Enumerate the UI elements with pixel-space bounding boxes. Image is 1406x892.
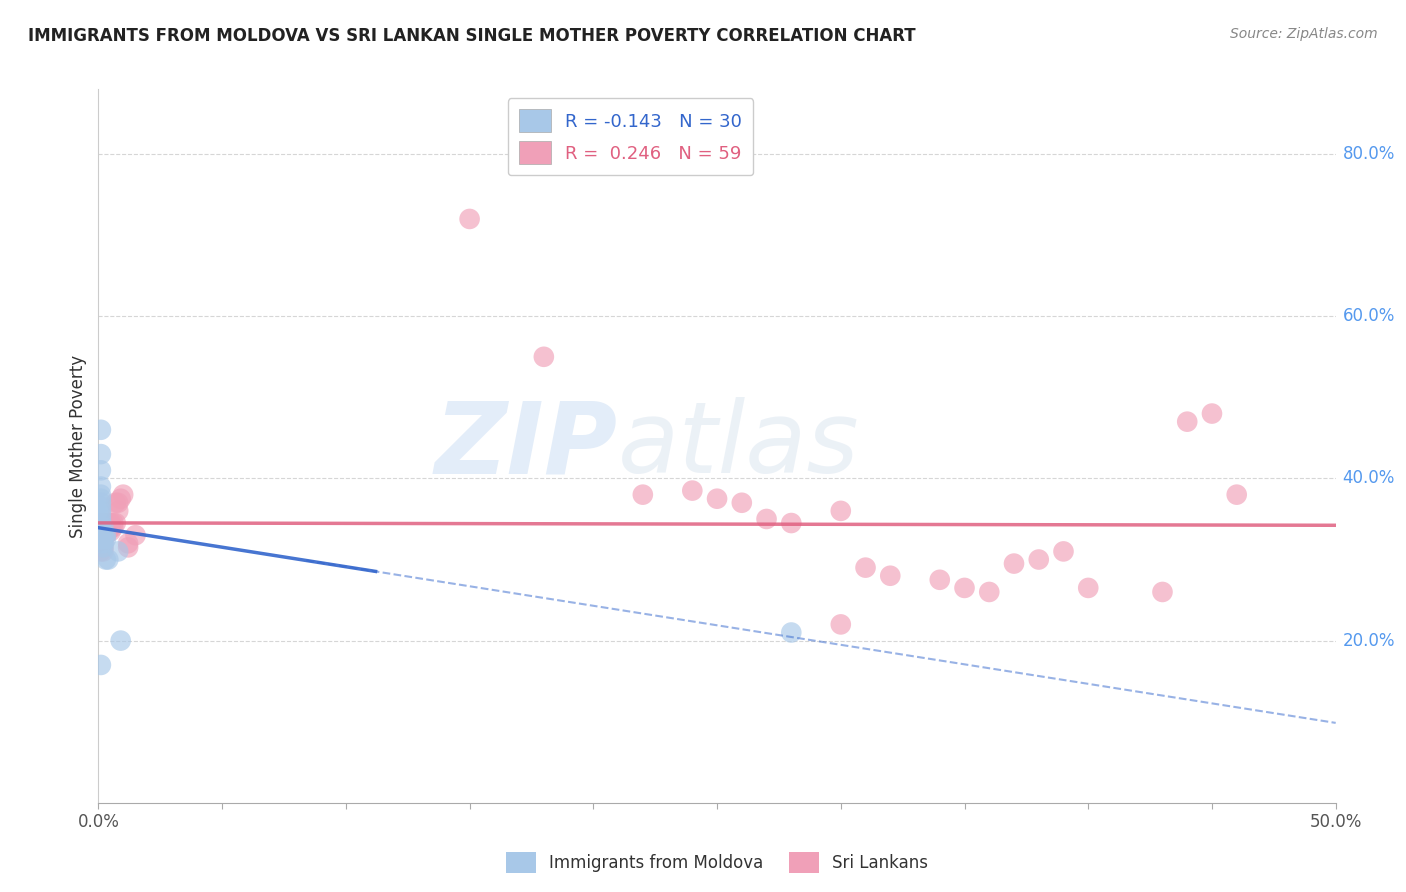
Point	[97, 516, 120, 530]
Text: IMMIGRANTS FROM MOLDOVA VS SRI LANKAN SINGLE MOTHER POVERTY CORRELATION CHART: IMMIGRANTS FROM MOLDOVA VS SRI LANKAN SI…	[28, 27, 915, 45]
Point	[1002, 557, 1025, 571]
Point	[112, 488, 135, 502]
Point	[979, 585, 1001, 599]
Point	[533, 350, 555, 364]
Point	[755, 512, 778, 526]
Point	[90, 516, 112, 530]
Point	[94, 528, 117, 542]
Point	[93, 541, 115, 555]
Point	[90, 520, 112, 534]
Point	[90, 524, 112, 538]
Point	[110, 491, 132, 506]
Point	[90, 488, 112, 502]
Point	[1028, 552, 1050, 566]
Point	[93, 536, 115, 550]
Point	[90, 520, 112, 534]
Point	[90, 528, 112, 542]
Point	[90, 533, 112, 547]
Point	[110, 633, 132, 648]
Y-axis label: Single Mother Poverty: Single Mother Poverty	[69, 354, 87, 538]
Point	[830, 617, 852, 632]
Point	[104, 496, 127, 510]
Point	[731, 496, 754, 510]
Point	[90, 533, 112, 547]
Point	[94, 533, 117, 547]
Point	[103, 520, 125, 534]
Point	[90, 657, 112, 672]
Point	[90, 423, 112, 437]
Point	[90, 541, 112, 555]
Point	[100, 520, 122, 534]
Point	[94, 520, 117, 534]
Point	[97, 552, 120, 566]
Point	[90, 496, 112, 510]
Point	[1175, 415, 1198, 429]
Point	[90, 512, 112, 526]
Point	[100, 516, 122, 530]
Point	[1152, 585, 1174, 599]
Point	[90, 544, 112, 558]
Point	[97, 524, 120, 538]
Point	[117, 541, 139, 555]
Point	[103, 516, 125, 530]
Point	[90, 479, 112, 493]
Point	[1226, 488, 1249, 502]
Point	[93, 533, 115, 547]
Point	[90, 536, 112, 550]
Point	[780, 516, 803, 530]
Point	[100, 524, 122, 538]
Point	[780, 625, 803, 640]
Point	[107, 496, 129, 510]
Point	[90, 491, 112, 506]
Point	[124, 528, 146, 542]
Point	[830, 504, 852, 518]
Point	[93, 541, 115, 555]
Point	[93, 520, 115, 534]
Point	[90, 516, 112, 530]
Text: atlas: atlas	[619, 398, 859, 494]
Point	[107, 544, 129, 558]
Text: 80.0%: 80.0%	[1343, 145, 1395, 163]
Point	[104, 516, 127, 530]
Point	[631, 488, 654, 502]
Point	[93, 533, 115, 547]
Legend: Immigrants from Moldova, Sri Lankans: Immigrants from Moldova, Sri Lankans	[499, 846, 935, 880]
Point	[90, 447, 112, 461]
Point	[93, 520, 115, 534]
Point	[928, 573, 950, 587]
Point	[93, 528, 115, 542]
Point	[953, 581, 976, 595]
Point	[90, 528, 112, 542]
Point	[93, 536, 115, 550]
Text: 20.0%: 20.0%	[1343, 632, 1395, 649]
Point	[117, 536, 139, 550]
Text: Source: ZipAtlas.com: Source: ZipAtlas.com	[1230, 27, 1378, 41]
Point	[90, 504, 112, 518]
Text: 60.0%: 60.0%	[1343, 307, 1395, 326]
Point	[681, 483, 703, 498]
Point	[107, 504, 129, 518]
Point	[90, 524, 112, 538]
Point	[458, 211, 481, 226]
Point	[1052, 544, 1074, 558]
Point	[90, 536, 112, 550]
Point	[94, 524, 117, 538]
Point	[94, 528, 117, 542]
Point	[93, 544, 115, 558]
Point	[706, 491, 728, 506]
Point	[90, 463, 112, 477]
Point	[97, 520, 120, 534]
Point	[94, 516, 117, 530]
Point	[90, 500, 112, 514]
Text: ZIP: ZIP	[434, 398, 619, 494]
Point	[93, 528, 115, 542]
Point	[855, 560, 877, 574]
Text: 40.0%: 40.0%	[1343, 469, 1395, 487]
Point	[93, 524, 115, 538]
Point	[1077, 581, 1099, 595]
Point	[94, 552, 117, 566]
Point	[90, 508, 112, 522]
Point	[1201, 407, 1223, 421]
Point	[879, 568, 901, 582]
